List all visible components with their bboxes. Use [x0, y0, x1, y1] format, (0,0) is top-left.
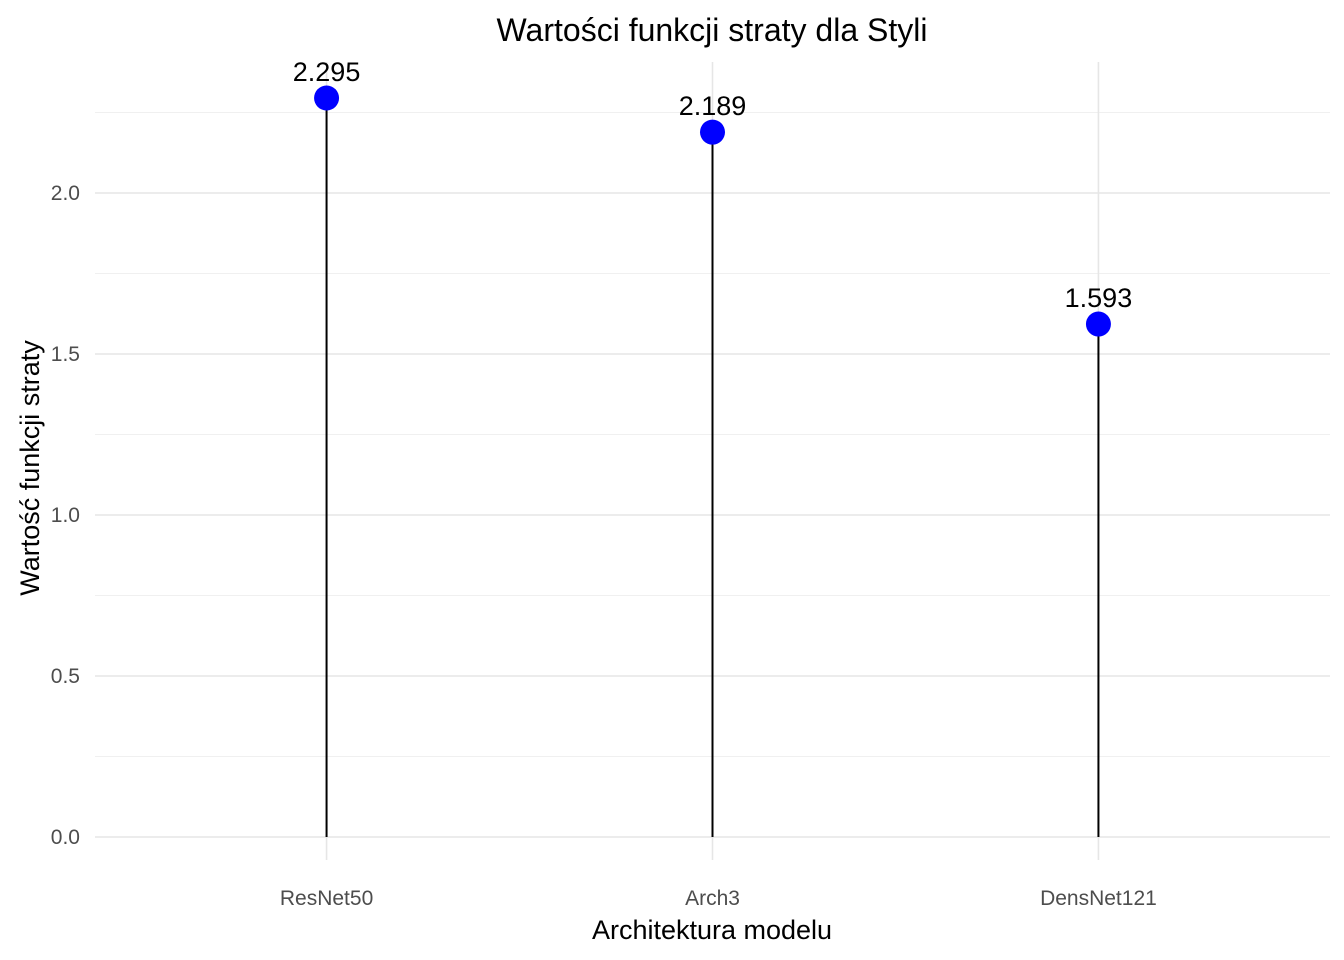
- x-tick-label: DensNet121: [1040, 887, 1157, 910]
- y-tick-label: 2.0: [51, 182, 80, 205]
- data-point: [314, 85, 340, 111]
- data-point: [700, 119, 725, 145]
- stems: [325, 98, 1100, 837]
- chart-title: Wartości funkcji straty dla Styli: [497, 12, 928, 48]
- data-label: 2.189: [679, 91, 747, 121]
- x-axis-title: Architektura modelu: [592, 915, 832, 945]
- y-tick-label: 0.5: [51, 665, 80, 688]
- y-tick-label: 0.0: [51, 826, 80, 849]
- x-tick-label: Arch3: [685, 887, 740, 910]
- data-label: 1.593: [1065, 283, 1133, 313]
- y-axis-title: Wartość funkcji straty: [15, 340, 45, 596]
- points: [314, 85, 1111, 337]
- data-label: 2.295: [293, 57, 361, 87]
- y-tick-label: 1.5: [51, 343, 80, 366]
- y-tick-label: 1.0: [51, 504, 80, 527]
- y-axis-ticks: 0.0 0.5 1.0 1.5 2.0: [51, 182, 80, 849]
- data-point: [1085, 311, 1111, 337]
- x-axis-ticks: ResNet50 Arch3 DensNet121: [280, 887, 1157, 910]
- data-labels: 2.295 2.189 1.593: [293, 57, 1132, 313]
- x-tick-label: ResNet50: [280, 887, 373, 910]
